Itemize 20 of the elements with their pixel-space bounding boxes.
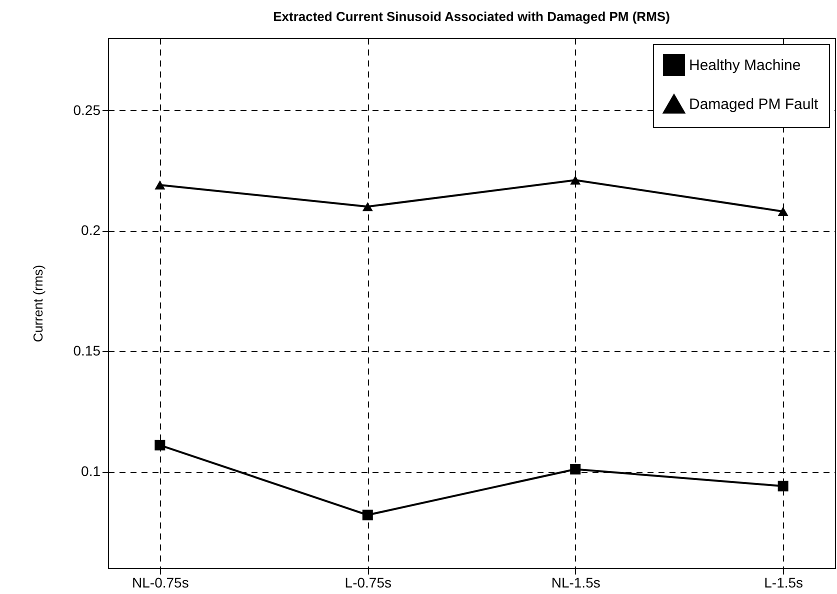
x-tick-label: NL-1.5s bbox=[551, 574, 600, 590]
point bbox=[570, 176, 581, 185]
x-tick-label: L-1.5s bbox=[764, 574, 804, 590]
y-tick-label: 0.2 bbox=[81, 222, 101, 238]
point bbox=[154, 440, 166, 450]
point bbox=[154, 180, 166, 190]
legend-label: Healthy Machine bbox=[689, 57, 801, 74]
x-tick-label: NL-0.75s bbox=[132, 574, 189, 590]
point bbox=[570, 464, 581, 474]
point bbox=[778, 480, 788, 492]
point bbox=[362, 202, 373, 212]
x-tick-label: L-0.75s bbox=[344, 574, 392, 590]
chart-title: Extracted Current Sinusoid Associated with Damaged PM (RMS) bbox=[273, 9, 670, 24]
point bbox=[778, 206, 788, 216]
y-tick-label: 0.1 bbox=[81, 463, 101, 480]
y-tick-label: 0.15 bbox=[73, 342, 101, 359]
y-axis-title: Current (rms) bbox=[30, 264, 46, 342]
legend-label: Damaged PM Fault bbox=[689, 96, 820, 113]
point bbox=[362, 510, 373, 520]
y-tick-label: 0.25 bbox=[73, 102, 101, 118]
